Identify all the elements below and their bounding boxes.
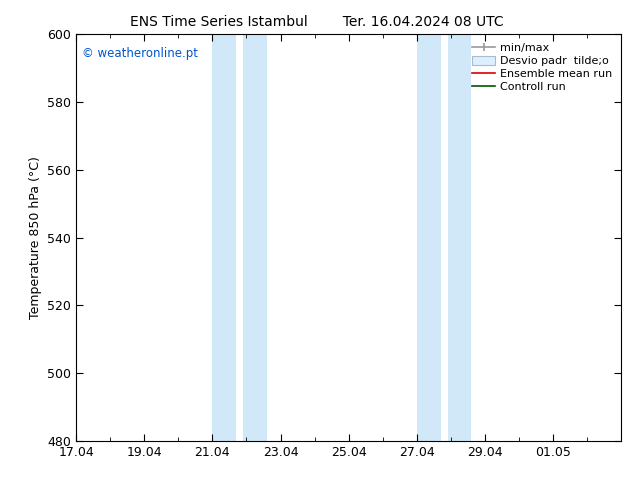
- Bar: [212, 34, 236, 441]
- Bar: [417, 34, 441, 441]
- Bar: [243, 34, 267, 441]
- Legend: min/max, Desvio padr  tilde;o, Ensemble mean run, Controll run: min/max, Desvio padr tilde;o, Ensemble m…: [469, 40, 616, 95]
- Y-axis label: Temperature 850 hPa (°C): Temperature 850 hPa (°C): [29, 156, 42, 319]
- Text: ENS Time Series Istambul        Ter. 16.04.2024 08 UTC: ENS Time Series Istambul Ter. 16.04.2024…: [130, 15, 504, 29]
- Bar: [448, 34, 471, 441]
- Text: © weatheronline.pt: © weatheronline.pt: [82, 47, 198, 59]
